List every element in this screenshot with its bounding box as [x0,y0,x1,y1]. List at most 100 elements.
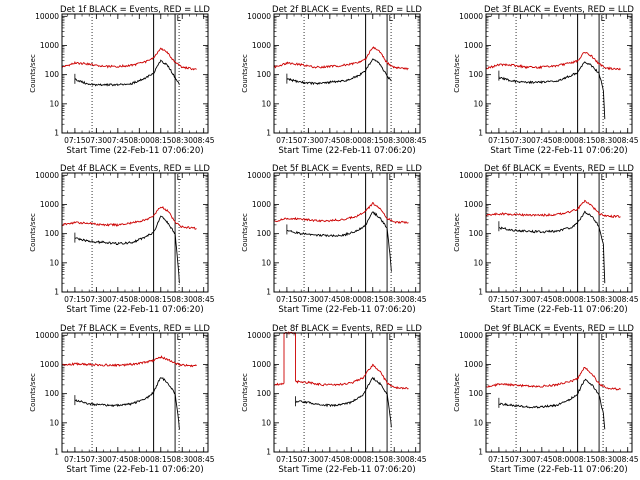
detector-panel-9: Det 9f BLACK = Events, RED = LLD Counts/s… [453,324,639,475]
x-tick-label: 08:00 [128,455,150,464]
x-axis-label: Start Time (22-Feb-11 07:06:20) [66,305,203,315]
y-tick-label: 1000 [40,41,59,50]
panel-title: Det 7f BLACK = Events, RED = LLD [60,324,210,334]
y-tick-label: 10000 [247,171,271,180]
flag-label: L [601,14,606,23]
y-tick-label: 1000 [464,360,483,369]
x-tick-label: 07:30 [510,455,532,464]
y-tick-label: 1000 [252,360,271,369]
x-tick-label: 07:45 [107,455,129,464]
y-tick-label: 10 [261,418,271,427]
plot-frame [485,13,633,134]
lld-series-line [273,46,409,71]
y-tick-label: 10000 [459,331,483,340]
y-tick-label: 10 [49,99,59,108]
x-tick-label: 07:45 [319,136,341,145]
x-tick-label: 07:30 [510,295,532,304]
y-tick-label: 1000 [252,200,271,209]
x-tick-label: 07:30 [298,455,320,464]
plot-frame [61,13,209,134]
x-tick-label: 08:00 [552,455,574,464]
plot-frame [485,332,633,453]
events-series-line [498,210,606,284]
x-tick-label: 07:15 [64,455,86,464]
x-axis-label: Start Time (22-Feb-11 07:06:20) [66,146,203,156]
y-tick-label: 100 [257,389,272,398]
panel-title: Det 3f BLACK = Events, RED = LLD [484,5,634,15]
detector-panel-7: Det 7f BLACK = Events, RED = LLD Counts/s… [29,324,215,475]
panel-title: Det 6f BLACK = Events, RED = LLD [484,164,634,174]
x-tick-label: 07:30 [86,136,108,145]
x-tick-label: 08:45 [405,136,427,145]
x-tick-label: 08:30 [383,136,405,145]
x-tick-label: 08:45 [193,136,215,145]
lld-series-line [485,367,621,391]
y-axis-label: Counts/sec [453,54,461,93]
x-tick-label: 08:15 [574,295,596,304]
lld-series-line [61,47,197,71]
x-tick-label: 07:45 [107,136,129,145]
x-tick-label: 08:15 [574,136,596,145]
x-tick-label: 08:45 [617,295,639,304]
x-tick-label: 07:45 [531,455,553,464]
detector-panel-4: Det 4f BLACK = Events, RED = LLD Counts/s… [29,164,215,315]
x-tick-label: 08:30 [171,455,193,464]
x-tick-label: 08:00 [340,295,362,304]
flag-label: L [601,173,606,182]
lld-series-line [274,331,409,390]
x-tick-label: 08:15 [574,455,596,464]
x-tick-label: 08:00 [552,136,574,145]
x-tick-label: 07:30 [86,455,108,464]
x-tick-label: 08:00 [552,295,574,304]
y-tick-label: 100 [469,389,484,398]
y-tick-label: 10 [473,99,483,108]
x-tick-label: 07:45 [531,136,553,145]
events-series-line [286,58,392,86]
detector-panel-5: Det 5f BLACK = Events, RED = LLD Counts/s… [241,164,427,315]
events-series-line [295,376,392,428]
y-tick-label: 1 [266,448,271,457]
detector-panel-6: Det 6f BLACK = Events, RED = LLD Counts/s… [453,164,639,315]
y-axis-label: Counts/sec [241,54,249,93]
flag-label: L [177,173,182,182]
x-tick-label: 08:30 [595,136,617,145]
y-axis-label: Counts/sec [29,213,37,252]
y-tick-label: 1 [478,288,483,297]
y-tick-label: 10000 [35,331,59,340]
flag-label: L [389,173,394,182]
x-tick-label: 08:00 [340,455,362,464]
lld-series-line [273,201,409,225]
y-tick-label: 1 [478,448,483,457]
x-tick-label: 07:15 [64,136,86,145]
x-tick-label: 07:15 [64,295,86,304]
x-tick-label: 07:45 [319,295,341,304]
x-tick-label: 07:15 [488,295,510,304]
x-tick-label: 07:30 [298,295,320,304]
x-tick-label: 07:45 [531,295,553,304]
y-axis-label: Counts/sec [453,213,461,252]
x-tick-label: 08:00 [340,136,362,145]
y-axis-label: Counts/sec [453,373,461,412]
y-tick-label: 1000 [252,41,271,50]
y-tick-label: 100 [45,70,60,79]
y-tick-label: 100 [469,70,484,79]
x-tick-label: 08:30 [595,295,617,304]
y-tick-label: 100 [45,229,60,238]
y-tick-label: 100 [45,389,60,398]
x-tick-label: 08:30 [383,455,405,464]
x-axis-label: Start Time (22-Feb-11 07:06:20) [66,465,203,475]
y-axis-label: Counts/sec [29,54,37,93]
x-tick-label: 08:15 [150,136,172,145]
y-tick-label: 10 [261,99,271,108]
x-tick-label: 07:45 [107,295,129,304]
x-tick-label: 07:15 [276,455,298,464]
plot-frame [273,13,421,134]
panel-title: Det 9f BLACK = Events, RED = LLD [484,324,634,334]
panel-title: Det 4f BLACK = Events, RED = LLD [60,164,210,174]
events-series-line [498,378,606,430]
y-axis-label: Counts/sec [29,373,37,412]
x-tick-label: 08:15 [362,455,384,464]
lld-series-line [61,206,197,230]
y-tick-label: 10 [49,258,59,267]
